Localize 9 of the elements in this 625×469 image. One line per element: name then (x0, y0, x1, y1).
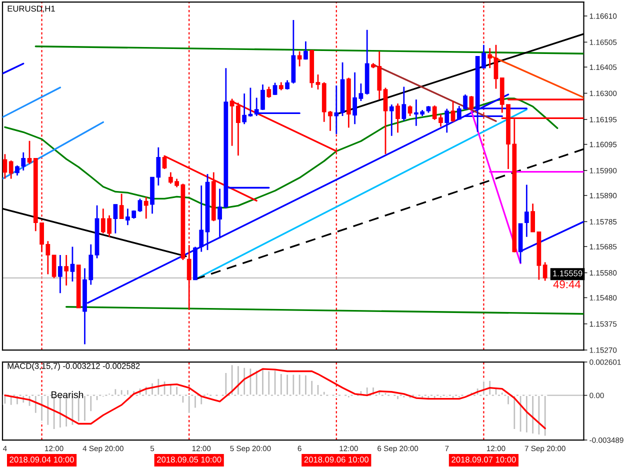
ref-line-label: 2018.09.04 10:00 (10, 456, 74, 463)
annotation: Bearish (52, 391, 84, 398)
chart-title: EURUSD,H1 (8, 6, 55, 13)
ref-line-label: 2018.09.05 10:00 (157, 456, 222, 463)
annotation: 49:44 (553, 280, 581, 288)
chart-title: MACD(3,15,7) -0.003212 -0.002582 (8, 362, 140, 371)
ref-line-label: 2018.09.06 10:00 (304, 456, 369, 463)
ref-line-label: 2018.09.07 10:00 (452, 456, 516, 463)
ref-line-label: 1.15559 (553, 270, 582, 276)
